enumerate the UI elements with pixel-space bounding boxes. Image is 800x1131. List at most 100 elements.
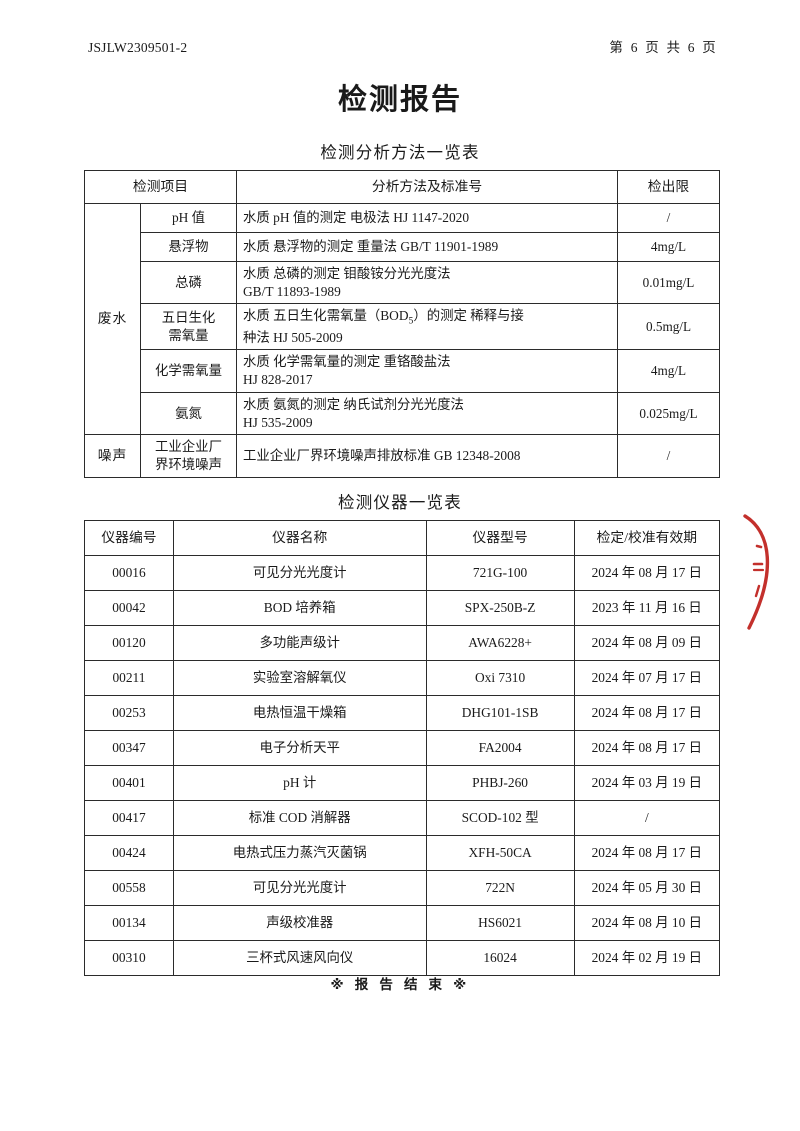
- instrument-model-cell: AWA6228+: [425, 625, 575, 661]
- table-row: 化学需氧量 水质 化学需氧量的测定 重铬酸盐法 HJ 828-2017 4mg/…: [85, 349, 720, 393]
- instrument-validity-cell: 2023 年 11 月 16 日: [573, 590, 721, 626]
- column-header-validity: 检定/校准有效期: [573, 520, 721, 556]
- instrument-name-cell: 电热式压力蒸汽灭菌锅: [172, 835, 427, 871]
- table-row: 00347 电子分析天平 FA2004 2024 年 08 月 17 日: [84, 730, 721, 766]
- instrument-validity-cell: 2024 年 08 月 17 日: [573, 835, 721, 871]
- table-row: 00253 电热恒温干燥箱 DHG101-1SB 2024 年 08 月 17 日: [84, 695, 721, 731]
- method-line: 水质 总磷的测定 钼酸铵分光光度法: [243, 266, 451, 281]
- item-cell: 悬浮物: [140, 232, 237, 262]
- instrument-validity-cell: 2024 年 05 月 30 日: [573, 870, 721, 906]
- category-cell-wastewater: 废水: [84, 202, 141, 436]
- instrument-name-cell: 标准 COD 消解器: [172, 800, 427, 836]
- instrument-validity-cell: 2024 年 08 月 10 日: [573, 905, 721, 941]
- table-row: 00401 pH 计 PHBJ-260 2024 年 03 月 19 日: [84, 765, 721, 801]
- instrument-no-cell: 00016: [84, 555, 174, 591]
- table-row: 00134 声级校准器 HS6021 2024 年 08 月 10 日: [84, 905, 721, 941]
- item-cell: 工业企业厂 界环境噪声: [140, 434, 237, 478]
- table-row: 00120 多功能声级计 AWA6228+ 2024 年 08 月 09 日: [84, 625, 721, 661]
- table-row: 00042 BOD 培养箱 SPX-250B-Z 2023 年 11 月 16 日: [84, 590, 721, 626]
- method-text-post: ）的测定 稀释与接: [413, 308, 524, 324]
- table-row: 00310 三杯式风速风向仪 16024 2024 年 02 月 19 日: [84, 940, 721, 976]
- instrument-no-cell: 00042: [84, 590, 174, 626]
- report-end-mark: ※ 报 告 结 束 ※: [330, 977, 470, 993]
- instrument-no-cell: 00120: [84, 625, 174, 661]
- red-seal-stamp-icon: [743, 514, 770, 630]
- column-header-instrument-model: 仪器型号: [425, 520, 575, 556]
- item-line: 需氧量: [168, 327, 209, 343]
- page-header: JSJLW2309501-2 第 6 页 共 6 页: [88, 36, 718, 56]
- method-cell: 工业企业厂界环境噪声排放标准 GB 12348-2008: [236, 434, 618, 478]
- method-cell: 水质 五日生化需氧量（BOD5）的测定 稀释与接 种法 HJ 505-2009: [236, 303, 618, 351]
- page-indicator: 第 6 页 共 6 页: [609, 40, 718, 55]
- table-row: 悬浮物 水质 悬浮物的测定 重量法 GB/T 11901-1989 4mg/L: [85, 232, 720, 262]
- instrument-name-cell: BOD 培养箱: [172, 590, 427, 626]
- instrument-no-cell: 00417: [84, 800, 174, 836]
- item-line: 界环境噪声: [155, 456, 222, 472]
- column-header-item: 检测项目: [84, 170, 237, 204]
- method-line: 种法 HJ 505-2009: [243, 329, 343, 345]
- table-row: 废水 pH 值 水质 pH 值的测定 电极法 HJ 1147-2020 /: [84, 202, 720, 436]
- column-header-instrument-no: 仪器编号: [84, 520, 174, 556]
- method-cell: 水质 总磷的测定 钼酸铵分光光度法 GB/T 11893-1989: [236, 260, 618, 305]
- limit-cell: 4mg/L: [617, 349, 720, 393]
- instrument-name-cell: 多功能声级计: [172, 625, 427, 661]
- limit-cell: 0.01mg/L: [617, 260, 720, 305]
- column-header-limit: 检出限: [617, 170, 720, 204]
- methods-table: 检测项目 分析方法及标准号 检出限 废水 pH 值 水质 pH 值的测定 电极法…: [84, 170, 720, 478]
- table-row: 噪声 工业企业厂 界环境噪声 工业企业厂界环境噪声排放标准 GB 12348-2…: [84, 434, 720, 478]
- table-row: 00016 可见分光光度计 721G-100 2024 年 08 月 17 日: [84, 555, 721, 591]
- column-header-instrument-name: 仪器名称: [172, 520, 427, 556]
- table-row: 氨氮 水质 氨氮的测定 纳氏试剂分光光度法 HJ 535-2009 0.025m…: [85, 391, 720, 436]
- instrument-name-cell: 可见分光光度计: [172, 870, 427, 906]
- instrument-name-cell: pH 计: [172, 765, 427, 801]
- instruments-section-title: 检测仪器一览表: [338, 493, 462, 512]
- table-row: 00211 实验室溶解氧仪 Oxi 7310 2024 年 07 月 17 日: [84, 660, 721, 696]
- item-cell: 五日生化 需氧量: [140, 303, 237, 351]
- instrument-validity-cell: 2024 年 07 月 17 日: [573, 660, 721, 696]
- instrument-no-cell: 00424: [84, 835, 174, 871]
- instrument-name-cell: 实验室溶解氧仪: [172, 660, 427, 696]
- method-line: HJ 535-2009: [243, 414, 313, 430]
- limit-cell: 0.025mg/L: [617, 391, 720, 436]
- instrument-model-cell: FA2004: [425, 730, 575, 766]
- instrument-no-cell: 00347: [84, 730, 174, 766]
- instrument-validity-cell: 2024 年 08 月 17 日: [573, 730, 721, 766]
- instrument-validity-cell: 2024 年 08 月 17 日: [573, 695, 721, 731]
- instrument-validity-cell: 2024 年 03 月 19 日: [573, 765, 721, 801]
- table-row: 00424 电热式压力蒸汽灭菌锅 XFH-50CA 2024 年 08 月 17 日: [84, 835, 721, 871]
- method-cell: 水质 化学需氧量的测定 重铬酸盐法 HJ 828-2017: [236, 349, 618, 393]
- method-line: HJ 828-2017: [243, 372, 313, 388]
- method-text-pre: 水质 五日生化需氧量（BOD: [243, 308, 409, 324]
- item-line: 五日生化: [161, 310, 216, 326]
- instrument-model-cell: SPX-250B-Z: [425, 590, 575, 626]
- instrument-model-cell: XFH-50CA: [425, 835, 575, 871]
- table-row: 00417 标准 COD 消解器 SCOD-102 型 /: [84, 800, 721, 836]
- table-header-row: 仪器编号 仪器名称 仪器型号 检定/校准有效期: [84, 520, 721, 556]
- method-line: 水质 五日生化需氧量（BOD5）的测定 稀释与接: [243, 307, 611, 328]
- methods-section-title: 检测分析方法一览表: [320, 143, 480, 162]
- table-header-row: 检测项目 分析方法及标准号 检出限: [84, 170, 720, 204]
- instrument-no-cell: 00401: [84, 765, 174, 801]
- instrument-name-cell: 电热恒温干燥箱: [172, 695, 427, 731]
- instrument-model-cell: PHBJ-260: [425, 765, 575, 801]
- instrument-model-cell: Oxi 7310: [425, 660, 575, 696]
- instrument-no-cell: 00558: [84, 870, 174, 906]
- instrument-name-cell: 声级校准器: [172, 905, 427, 941]
- instruments-table: 仪器编号 仪器名称 仪器型号 检定/校准有效期 00016 可见分光光度计 721G…: [84, 520, 721, 976]
- instrument-validity-cell: 2024 年 08 月 17 日: [573, 555, 721, 591]
- item-cell: 化学需氧量: [140, 349, 237, 393]
- item-cell: 氨氮: [140, 391, 237, 436]
- method-line: GB/T 11893-1989: [243, 283, 341, 299]
- table-row: 总磷 水质 总磷的测定 钼酸铵分光光度法 GB/T 11893-1989 0.0…: [85, 260, 720, 305]
- instrument-model-cell: DHG101-1SB: [425, 695, 575, 731]
- item-cell: pH 值: [140, 203, 237, 233]
- column-header-method: 分析方法及标准号: [236, 170, 618, 204]
- bod-subscript: 5: [408, 316, 414, 328]
- instrument-no-cell: 00211: [84, 660, 174, 696]
- instrument-name-cell: 三杯式风速风向仪: [172, 940, 427, 976]
- limit-cell: /: [617, 203, 720, 233]
- instrument-model-cell: HS6021: [425, 905, 575, 941]
- instrument-model-cell: 722N: [425, 870, 575, 906]
- page-title: 检测报告: [337, 82, 462, 116]
